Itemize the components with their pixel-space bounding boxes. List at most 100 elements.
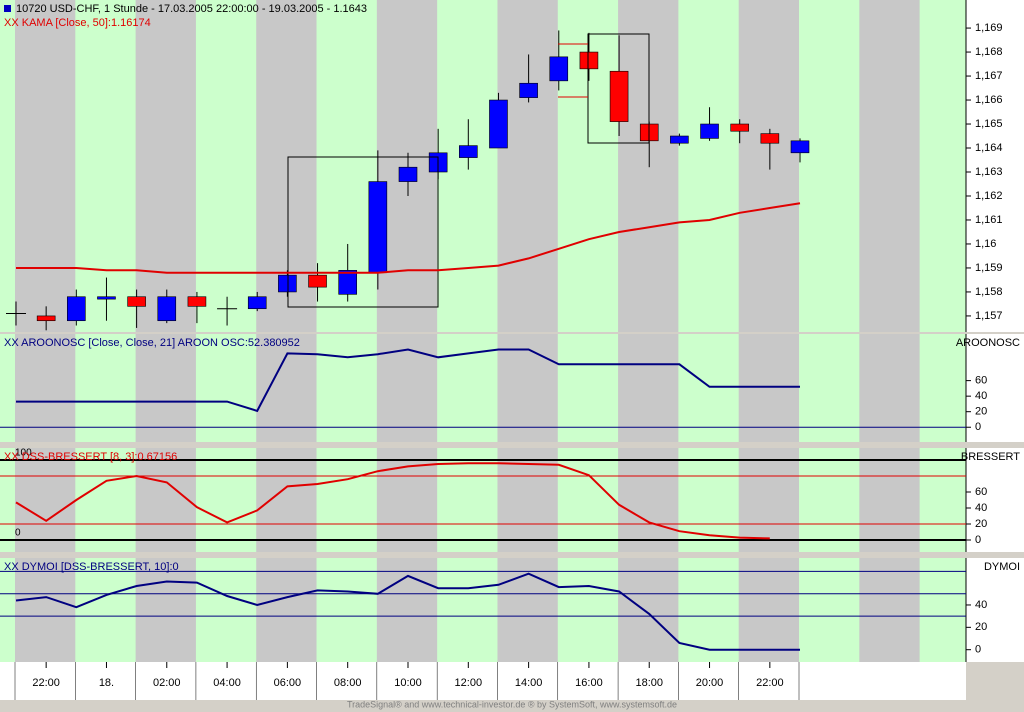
stripe bbox=[497, 0, 558, 332]
stripe bbox=[738, 558, 799, 662]
candle-body bbox=[730, 123, 749, 132]
stripe bbox=[618, 334, 679, 442]
candle-body bbox=[519, 82, 538, 98]
y-tick-label: 1,16 bbox=[975, 238, 996, 250]
axis-bg bbox=[966, 558, 1024, 662]
candle-body bbox=[579, 51, 599, 70]
y-tick-label: 1,165 bbox=[975, 118, 1003, 130]
y-tick-label: 40 bbox=[975, 599, 987, 611]
y-tick-label: 60 bbox=[975, 375, 987, 387]
legend-entry: XX KAMA [Close, 50]:1.16174 bbox=[4, 17, 151, 29]
y-tick-label: 20 bbox=[975, 518, 987, 530]
candle-body bbox=[157, 296, 177, 322]
axis-bg bbox=[966, 334, 1024, 442]
stripe bbox=[15, 558, 76, 662]
candle-body bbox=[247, 296, 267, 310]
candle-body bbox=[489, 99, 508, 149]
candle-body bbox=[609, 70, 629, 122]
y-tick-label: 0 bbox=[975, 421, 981, 433]
stripe bbox=[618, 448, 679, 552]
series-line bbox=[15, 462, 770, 540]
axis-title: BRESSERT bbox=[961, 451, 1020, 463]
y-tick-label: 1,168 bbox=[975, 46, 1003, 58]
y-tick-label: 0 bbox=[975, 534, 981, 546]
x-tick-label: 14:00 bbox=[515, 677, 543, 689]
stripe bbox=[15, 334, 76, 442]
x-tick-label: 04:00 bbox=[213, 677, 241, 689]
x-tick-label: 08:00 bbox=[334, 677, 362, 689]
stripe bbox=[135, 558, 196, 662]
stripe bbox=[376, 0, 438, 332]
annotation-box bbox=[587, 33, 650, 144]
x-tick-label: 12:00 bbox=[455, 677, 483, 689]
annotation-box bbox=[287, 156, 439, 308]
stripe bbox=[376, 448, 438, 552]
footer: TradeSignal® and www.technical-investor.… bbox=[347, 699, 677, 709]
candle-body bbox=[67, 296, 86, 322]
y-tick-label: 0 bbox=[975, 644, 981, 656]
y-tick-label: 1,159 bbox=[975, 262, 1003, 274]
candle-body bbox=[670, 135, 689, 144]
y-tick-label: 40 bbox=[975, 502, 987, 514]
x-tick-label: 02:00 bbox=[153, 677, 181, 689]
y-tick-label: 1,161 bbox=[975, 214, 1003, 226]
y-tick-label: 1,169 bbox=[975, 22, 1003, 34]
x-tick-label: 16:00 bbox=[575, 677, 603, 689]
y-tick-label: 1,163 bbox=[975, 166, 1003, 178]
stripe bbox=[859, 0, 920, 332]
y-tick-label: 20 bbox=[975, 621, 987, 633]
candle-body bbox=[700, 123, 719, 139]
stripe bbox=[256, 558, 317, 662]
stripe bbox=[135, 448, 196, 552]
stripe bbox=[15, 0, 76, 332]
y-tick-label: 1,158 bbox=[975, 286, 1003, 298]
x-tick-label: 22:00 bbox=[32, 677, 60, 689]
stripe bbox=[738, 334, 799, 442]
axis-title: AROONOSC bbox=[956, 337, 1020, 349]
candle-body bbox=[278, 274, 297, 293]
y-tick-label: 1,164 bbox=[975, 142, 1003, 154]
stripe bbox=[859, 558, 920, 662]
axis-bg bbox=[966, 0, 1024, 332]
candle-body bbox=[459, 145, 478, 158]
candle-body bbox=[760, 133, 780, 144]
y-tick-label: 20 bbox=[975, 406, 987, 418]
candle-body bbox=[187, 296, 207, 307]
stripe bbox=[15, 448, 76, 552]
level-label: 0 bbox=[15, 528, 21, 539]
stripe bbox=[256, 448, 317, 552]
axis-title: DYMOI bbox=[984, 561, 1020, 573]
y-tick-label: 1,157 bbox=[975, 310, 1003, 322]
candle-body bbox=[97, 296, 116, 300]
series-line bbox=[15, 572, 800, 651]
x-tick-label: 20:00 bbox=[696, 677, 724, 689]
stripe bbox=[738, 448, 799, 552]
legend-entry: XX DSS-BRESSERT [8, 3]:0.67156 bbox=[4, 451, 177, 463]
series-line bbox=[16, 202, 801, 274]
legend-entry: XX AROONOSC [Close, Close, 21] AROON OSC… bbox=[4, 337, 300, 349]
x-tick-label: 06:00 bbox=[274, 677, 302, 689]
candle-body bbox=[398, 166, 418, 182]
title-icon bbox=[4, 5, 11, 12]
series-line bbox=[16, 348, 800, 413]
y-tick-label: 40 bbox=[975, 390, 987, 402]
stripe bbox=[859, 334, 920, 442]
stripe bbox=[618, 558, 679, 662]
y-tick-label: 1,166 bbox=[975, 94, 1003, 106]
candle-body bbox=[368, 181, 388, 274]
legend-entry: XX DYMOI [DSS-BRESSERT, 10]:0 bbox=[4, 561, 179, 573]
stripe bbox=[256, 334, 317, 442]
level-label: 100 bbox=[15, 448, 32, 459]
axis-bg bbox=[966, 448, 1024, 552]
y-tick-label: 1,162 bbox=[975, 190, 1003, 202]
stripe bbox=[135, 334, 196, 442]
x-tick-label: 22:00 bbox=[756, 677, 784, 689]
candle-body bbox=[790, 140, 810, 154]
candle-body bbox=[308, 274, 327, 288]
stripe bbox=[618, 0, 679, 332]
stripe bbox=[738, 0, 799, 332]
x-tick-label: 10:00 bbox=[394, 677, 422, 689]
candle-body bbox=[36, 315, 56, 322]
